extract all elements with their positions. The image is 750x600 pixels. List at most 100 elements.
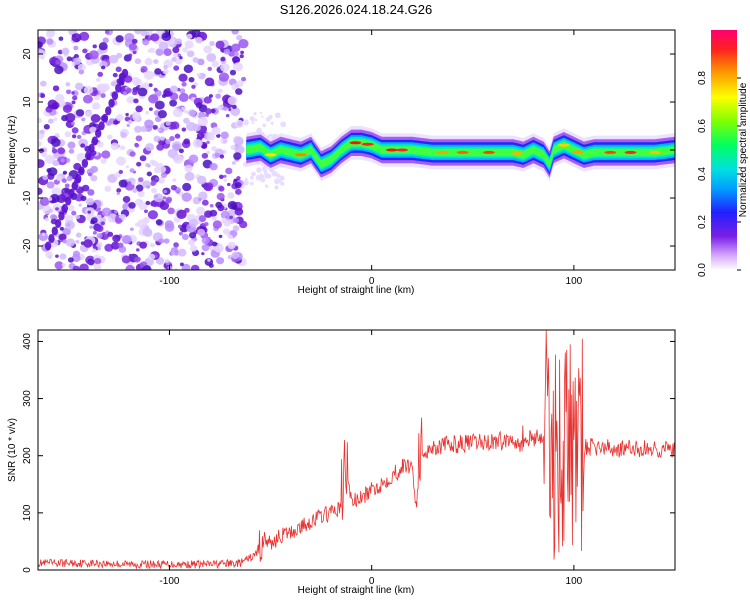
faint-speckle [261,115,264,118]
noise-blob [153,59,159,64]
noise-blob [88,172,93,177]
noise-streak [48,233,55,243]
noise-blob [154,254,158,258]
noise-blob [65,238,76,247]
noise-blob [152,124,158,130]
noise-blob [195,36,203,44]
noise-blob [234,181,242,189]
noise-blob [212,220,222,229]
noise-blob [206,53,217,63]
faint-speckle [260,111,263,115]
noise-blob [71,33,82,43]
noise-blob [235,88,243,95]
noise-blob [174,133,181,139]
noise-blob [207,258,211,262]
noise-blob [82,48,88,54]
noise-blob [181,233,189,241]
faint-speckle [280,121,287,128]
snr-ytick-label: 100 [22,504,33,521]
noise-blob [52,85,60,92]
noise-blob [126,123,130,127]
noise-blob [167,265,173,270]
noise-blob [125,264,135,270]
noise-blob [45,251,53,259]
noise-blob [48,118,54,124]
ridge-peak [456,150,469,154]
noise-blob [165,139,171,145]
noise-blob [38,148,45,154]
noise-blob [156,143,165,151]
colorbar-label: Normalized spectral amplitude [738,82,749,217]
noise-blob [153,166,162,174]
noise-blob [198,215,207,222]
noise-blob [115,217,123,224]
noise-blob [220,131,229,139]
noise-blob [239,220,248,229]
noise-blob [57,147,66,155]
noise-blob [163,48,172,57]
noise-blob [143,70,155,80]
noise-blob [211,216,217,221]
noise-blob [159,201,170,210]
noise-streak [101,113,109,123]
noise-blob [146,171,152,177]
noise-blob [66,56,72,62]
noise-blob [173,65,180,71]
noise-blob [71,254,81,263]
noise-blob [185,121,197,132]
noise-blob [227,182,231,187]
noise-blob [189,245,198,252]
noise-blob [233,152,242,160]
noise-blob [100,158,107,164]
noise-blob [211,146,217,152]
noise-blob [68,148,75,154]
noise-blob [46,168,52,173]
noise-blob [89,225,94,229]
noise-blob [220,63,230,72]
spectrogram-xtick-label: 0 [369,276,375,287]
noise-blob [87,258,95,266]
snr-xtick-label: 100 [566,576,583,587]
noise-blob [220,210,230,220]
noise-blob [65,89,72,95]
noise-blob [44,217,49,222]
noise-blob [188,109,197,117]
noise-blob [122,91,128,96]
faint-speckle [274,185,279,190]
noise-blob [67,141,76,149]
spectrogram-ytick-label: -10 [22,190,33,205]
snr-ytick-label: 300 [22,390,33,407]
noise-blob [114,172,121,178]
noise-blob [73,45,79,51]
noise-blob [134,222,140,227]
noise-blob [51,214,58,220]
noise-blob [97,214,102,219]
spectrogram-ytick-label: 20 [22,48,33,60]
noise-blob [216,192,225,201]
noise-blob [134,256,141,263]
noise-streak [74,173,82,183]
snr-panel: -100 0 100 0 100 200 300 400 Height of straight… [7,329,676,596]
noise-blob [231,43,241,52]
noise-blob [141,265,152,270]
noise-blob [82,94,93,104]
noise-blob [48,197,53,201]
noise-blob [181,192,192,202]
noise-blob [116,188,122,193]
noise-blob [67,257,74,263]
noise-blob [231,251,240,260]
noise-blob [197,175,207,185]
noise-blob [223,174,227,178]
noise-blob [154,90,162,97]
noise-blob [205,113,209,117]
noise-blob [100,221,106,226]
snr-ytick-label: 200 [22,447,33,464]
noise-blob [89,126,97,134]
noise-blob [204,108,212,115]
noise-blob [162,196,167,200]
noise-blob [97,71,104,77]
noise-blob [179,88,186,94]
noise-blob [129,151,136,157]
noise-blob [57,100,66,108]
noise-blob [138,201,148,211]
